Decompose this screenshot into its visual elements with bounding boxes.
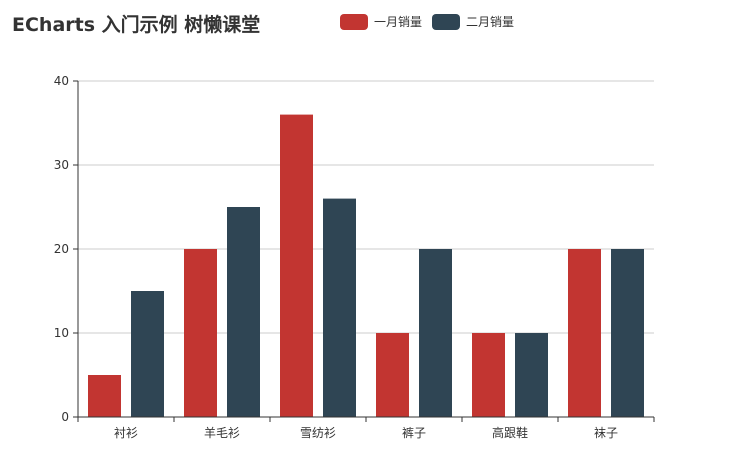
x-tick-label: 羊毛衫 bbox=[204, 425, 240, 440]
y-tick-label: 10 bbox=[54, 326, 69, 340]
x-tick-label: 袜子 bbox=[594, 426, 618, 440]
bar-1-4[interactable] bbox=[472, 333, 505, 417]
y-tick-label: 30 bbox=[54, 158, 69, 172]
legend-label-series-2: 二月销量 bbox=[466, 15, 515, 29]
bar-1-2[interactable] bbox=[280, 114, 313, 417]
legend-label-series-1: 一月销量 bbox=[374, 15, 423, 29]
x-tick-label: 衬衫 bbox=[114, 426, 138, 440]
x-tick-label: 裤子 bbox=[402, 426, 426, 440]
x-tick-label: 雪纺衫 bbox=[300, 426, 336, 440]
bar-2-5[interactable] bbox=[611, 249, 644, 417]
bar-2-0[interactable] bbox=[131, 291, 164, 417]
bar-2-3[interactable] bbox=[419, 249, 452, 417]
y-tick-label: 0 bbox=[61, 410, 69, 424]
legend-swatch-series-2 bbox=[432, 13, 461, 30]
y-tick-label: 40 bbox=[54, 74, 69, 88]
legend-item-series-1[interactable]: 一月销量 bbox=[340, 13, 422, 30]
bar-1-0[interactable] bbox=[88, 375, 121, 417]
chart-title: ECharts 入门示例 树懒课堂 bbox=[12, 14, 261, 36]
bar-2-4[interactable] bbox=[515, 333, 548, 417]
bar-1-3[interactable] bbox=[376, 333, 409, 417]
y-tick-label: 20 bbox=[54, 242, 69, 256]
legend-swatch-series-1 bbox=[340, 13, 368, 30]
chart-legend: 一月销量 二月销量 bbox=[340, 13, 514, 30]
bar-1-1[interactable] bbox=[184, 249, 217, 417]
legend-item-series-2[interactable]: 二月销量 bbox=[432, 13, 514, 30]
bar-2-2[interactable] bbox=[323, 198, 356, 417]
bar-2-1[interactable] bbox=[227, 207, 260, 417]
x-tick-label: 高跟鞋 bbox=[492, 425, 528, 440]
bar-1-5[interactable] bbox=[568, 249, 601, 417]
